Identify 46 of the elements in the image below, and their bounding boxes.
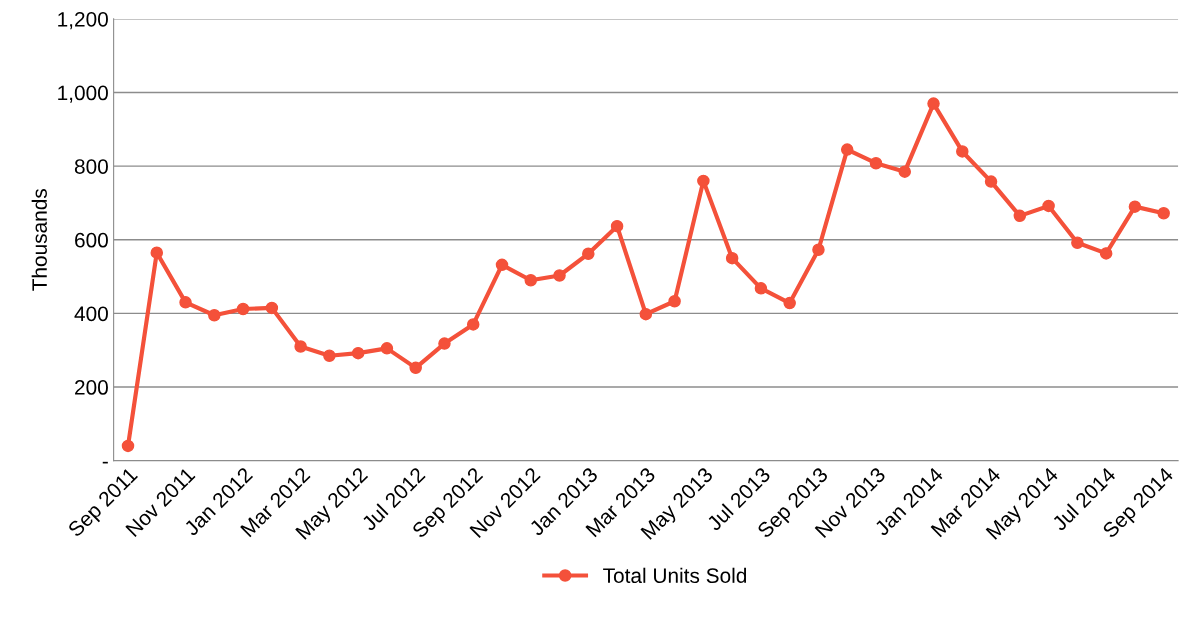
- y-tick-label: 200: [75, 380, 108, 395]
- point: [1042, 199, 1055, 213]
- point: [898, 165, 912, 178]
- point: [1071, 236, 1084, 249]
- point: [380, 342, 394, 355]
- point: [754, 282, 768, 295]
- y-tick-label: 800: [74, 159, 108, 174]
- y-tick-label: 400: [74, 306, 108, 322]
- point: [582, 247, 595, 261]
- point: [956, 145, 969, 158]
- point: [812, 243, 825, 256]
- point: [524, 274, 538, 287]
- point: [179, 296, 192, 309]
- point: [236, 302, 250, 316]
- point: [639, 307, 653, 321]
- point: [351, 346, 365, 360]
- point: [150, 246, 164, 259]
- y-tick-label: 600: [75, 232, 108, 248]
- legend-label: Total Units Sold: [603, 567, 747, 584]
- y-tick-label: 1,200: [58, 11, 108, 30]
- point: [984, 175, 998, 188]
- point: [1099, 247, 1113, 260]
- point: [495, 258, 509, 272]
- point: [208, 308, 221, 322]
- point: [121, 439, 135, 453]
- point: [438, 337, 451, 350]
- y-tick-label: 1,000: [58, 85, 108, 103]
- point: [697, 174, 710, 188]
- y-axis-title: Thousands: [31, 188, 47, 291]
- point: [927, 97, 940, 110]
- point: [466, 318, 480, 331]
- y-tick-label: -: [102, 461, 108, 464]
- point: [1128, 200, 1142, 213]
- point: [323, 349, 336, 362]
- point: [840, 143, 854, 156]
- point: [409, 361, 422, 375]
- point: [265, 301, 279, 315]
- point: [1157, 207, 1170, 220]
- point: [294, 340, 307, 353]
- point: [1013, 209, 1027, 223]
- point: [610, 219, 624, 233]
- point: [869, 156, 883, 170]
- point: [725, 251, 739, 265]
- point: [783, 296, 796, 310]
- point: [553, 269, 566, 282]
- point: [668, 294, 681, 308]
